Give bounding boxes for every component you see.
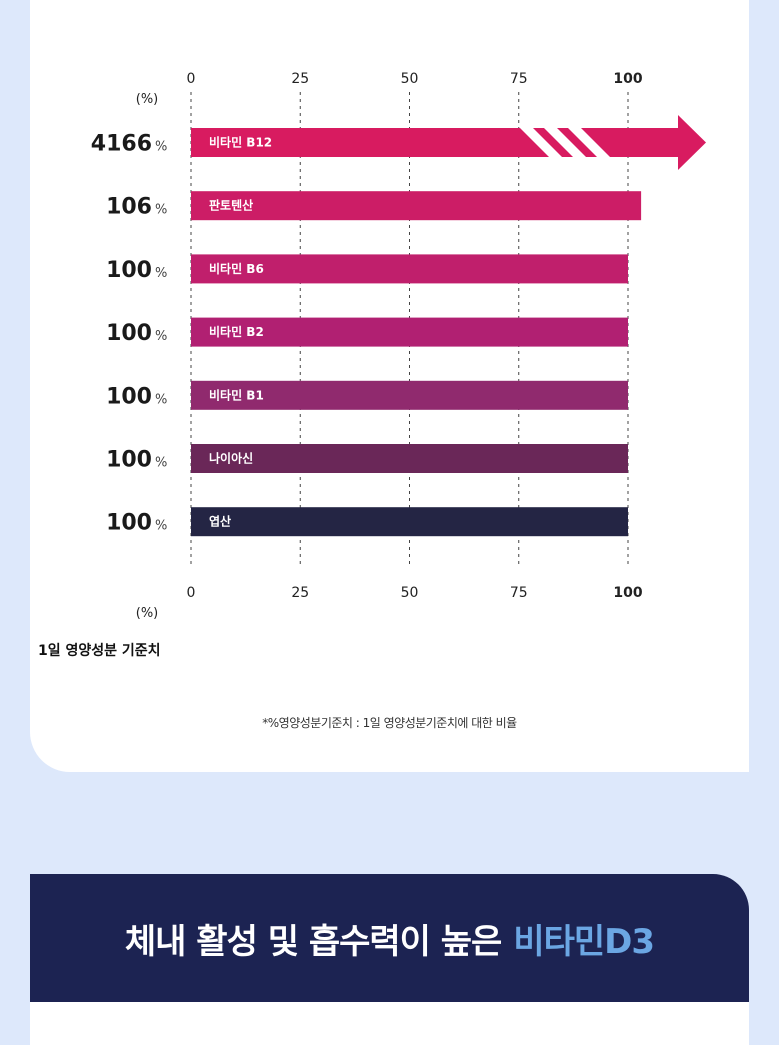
bar	[191, 254, 628, 284]
bar-label: 비타민 B6	[209, 261, 264, 276]
unit-label-top: (%)	[136, 92, 159, 107]
x-tick-bottom: 75	[510, 585, 528, 601]
bar-arrowhead	[678, 115, 706, 170]
x-tick-top: 50	[401, 71, 419, 87]
value-label-pct: %	[155, 329, 167, 344]
value-label: 100	[106, 384, 152, 409]
footnote: *%영양성분기준치 : 1일 영양성분기준치에 대한 비율	[262, 716, 517, 730]
headline-banner: 체내 활성 및 흡수력이 높은 비타민D3	[30, 874, 749, 1002]
chart-title: 1일 영양성분 기준치	[38, 643, 161, 659]
value-label: 106	[106, 195, 152, 220]
value-label: 4166	[91, 132, 152, 157]
x-tick-top: 75	[510, 71, 528, 87]
bar-label: 비타민 B2	[209, 324, 264, 339]
bar-chart: 0 0 25 25 50 50 75 75 100 100 (%) (%) 비타민 B12 4166 % 판토…	[91, 71, 706, 621]
value-label-pct: %	[155, 140, 167, 155]
bar-break-stripe	[544, 128, 586, 157]
value-label-pct: %	[155, 519, 167, 534]
x-tick-bottom: 25	[291, 585, 309, 601]
unit-label-bottom: (%)	[136, 606, 159, 621]
bar-label: 비타민 B12	[209, 135, 272, 150]
value-label: 100	[106, 258, 152, 283]
bar	[191, 444, 628, 473]
bar-label: 비타민 B1	[209, 387, 264, 402]
value-label-pct: %	[155, 456, 167, 471]
x-tick-bottom: 100	[613, 585, 642, 601]
value-label: 100	[106, 321, 152, 346]
x-tick-bottom: 0	[187, 585, 196, 601]
value-label-pct: %	[155, 266, 167, 281]
x-tick-top: 25	[291, 71, 309, 87]
headline-text: 체내 활성 및 흡수력이 높은	[124, 921, 502, 962]
value-label: 100	[106, 511, 152, 536]
bar-label: 판토텐산	[209, 198, 253, 213]
next-section-card	[30, 1002, 749, 1045]
bar-break-stripe	[520, 128, 562, 157]
bar	[191, 380, 628, 410]
value-label-pct: %	[155, 392, 167, 407]
bar	[191, 507, 628, 537]
headline-highlight: 비타민D3	[513, 921, 655, 962]
bar-label: 나이아신	[209, 451, 253, 466]
bar-label: 엽산	[209, 514, 231, 529]
value-label-pct: %	[155, 203, 167, 218]
bar	[191, 191, 642, 221]
x-tick-top: 100	[613, 71, 642, 87]
bar-break-stripe	[568, 128, 610, 157]
value-label: 100	[106, 448, 152, 473]
x-tick-bottom: 50	[401, 585, 419, 601]
bar	[191, 317, 628, 347]
x-tick-top: 0	[187, 71, 196, 87]
